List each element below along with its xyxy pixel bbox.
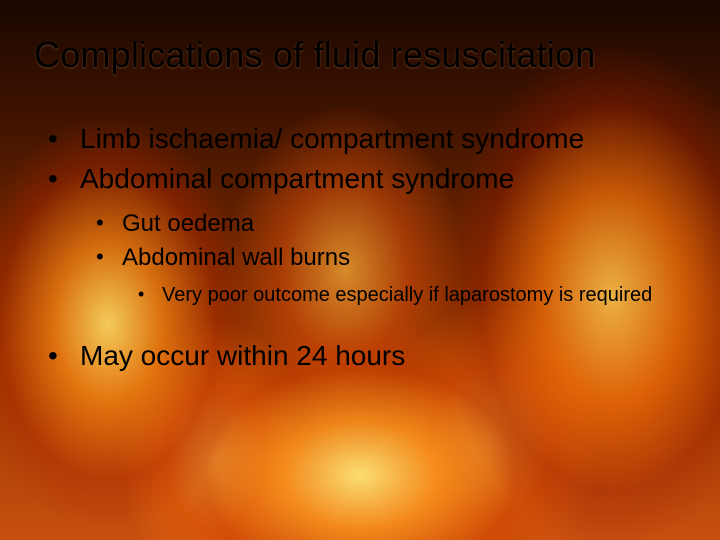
bullet-list-lvl1: May occur within 24 hours — [34, 337, 696, 375]
bullet-text: May occur within 24 hours — [80, 340, 405, 371]
bullet-text: Limb ischaemia/ compartment syndrome — [80, 123, 584, 154]
bullet-list-lvl2: Gut oedema Abdominal wall burns Very poo… — [80, 208, 696, 310]
slide-title: Complications of fluid resuscitation — [34, 34, 700, 76]
bullet-text: Gut oedema — [122, 210, 254, 237]
bullet-text: Abdominal wall burns — [122, 244, 350, 271]
bullet-list-lvl3: Very poor outcome especially if laparost… — [122, 282, 696, 309]
bullet-list-lvl1: Limb ischaemia/ compartment syndrome Abd… — [34, 120, 696, 309]
slide-content: Limb ischaemia/ compartment syndrome Abd… — [34, 120, 696, 377]
slide: Complications of fluid resuscitation Lim… — [0, 0, 720, 540]
bullet-item: Limb ischaemia/ compartment syndrome — [34, 120, 696, 158]
bullet-item: Gut oedema — [80, 208, 696, 240]
bullet-item: Abdominal compartment syndrome Gut oedem… — [34, 160, 696, 310]
bullet-text: Abdominal compartment syndrome — [80, 163, 514, 194]
bullet-item: Abdominal wall burns Very poor outcome e… — [80, 242, 696, 309]
spacer — [34, 315, 696, 337]
bullet-item: May occur within 24 hours — [34, 337, 696, 375]
bullet-item: Very poor outcome especially if laparost… — [122, 282, 696, 309]
bullet-text: Very poor outcome especially if laparost… — [162, 284, 652, 306]
